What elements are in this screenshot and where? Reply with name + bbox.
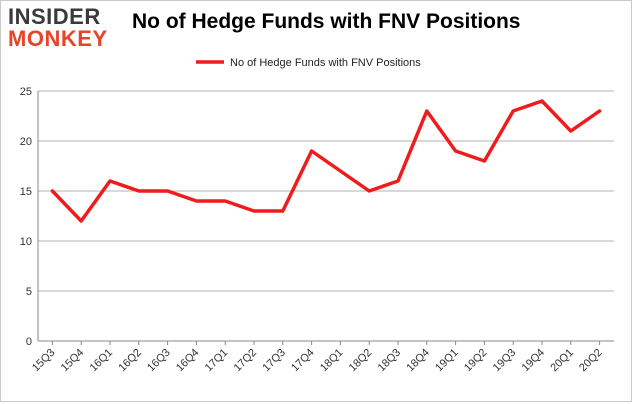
x-tick-label-20Q1: 20Q1	[548, 347, 576, 375]
insider-monkey-logo: INSIDER MONKEY	[8, 4, 120, 50]
logo-line-2: MONKEY	[8, 26, 108, 51]
x-tick-label-18Q4: 18Q4	[404, 347, 432, 375]
x-tick-label-16Q4: 16Q4	[174, 347, 202, 375]
x-tick-label-15Q4: 15Q4	[59, 347, 87, 375]
x-tick-label-16Q2: 16Q2	[116, 347, 144, 375]
x-tick-label-17Q2: 17Q2	[232, 347, 260, 375]
logo-line-1: INSIDER	[8, 4, 101, 29]
chart-title: No of Hedge Funds with FNV Positions	[132, 10, 521, 33]
y-tick-label-0: 0	[26, 336, 32, 348]
x-tick-label-19Q3: 19Q3	[491, 347, 519, 375]
x-tick-label-19Q4: 19Q4	[520, 347, 548, 375]
x-tick-label-17Q3: 17Q3	[260, 347, 288, 375]
y-tick-label-5: 5	[26, 286, 32, 298]
x-tick-label-20Q2: 20Q2	[577, 347, 605, 375]
legend-label: No of Hedge Funds with FNV Positions	[230, 57, 421, 69]
x-tick-label-16Q1: 16Q1	[88, 347, 116, 375]
x-tick-label-17Q4: 17Q4	[289, 347, 317, 375]
y-tick-label-10: 10	[20, 236, 32, 248]
x-tick-label-19Q1: 19Q1	[433, 347, 461, 375]
x-tick-label-18Q3: 18Q3	[376, 347, 404, 375]
x-tick-label-18Q2: 18Q2	[347, 347, 375, 375]
y-tick-label-20: 20	[20, 136, 32, 148]
y-tick-label-15: 15	[20, 186, 32, 198]
x-tick-label-15Q3: 15Q3	[30, 347, 58, 375]
y-tick-label-25: 25	[20, 86, 32, 98]
x-tick-label-17Q1: 17Q1	[203, 347, 231, 375]
series-line-0	[50, 99, 602, 223]
x-tick-label-18Q1: 18Q1	[318, 347, 346, 375]
x-tick-label-16Q3: 16Q3	[145, 347, 173, 375]
x-tick-label-19Q2: 19Q2	[462, 347, 490, 375]
